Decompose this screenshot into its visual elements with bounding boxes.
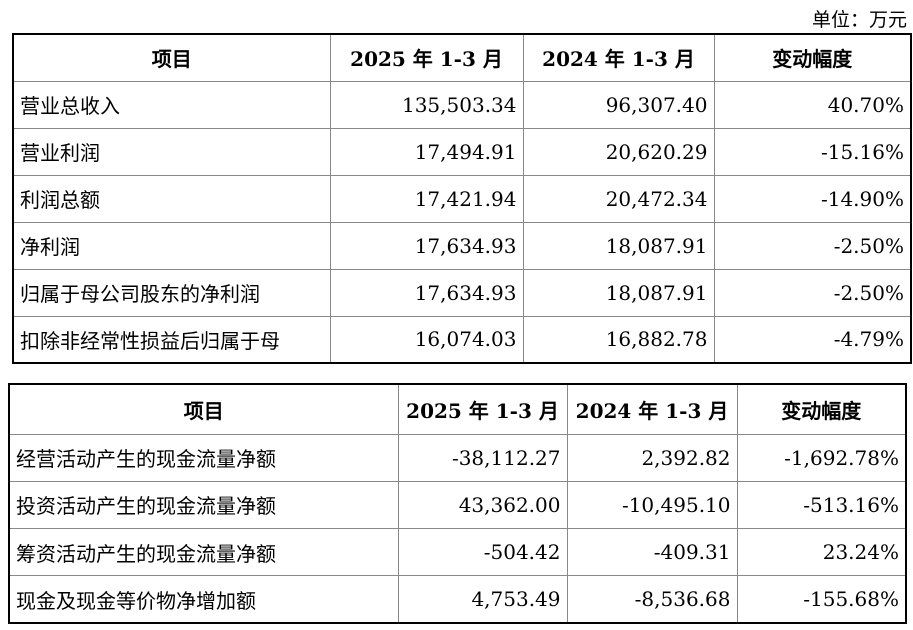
value-cell: 18,087.91 (522, 268, 715, 317)
table-row: 净利润 17,634.93 18,087.91 -2.50% (12, 221, 912, 270)
value-cell: 43,362.00 (397, 480, 568, 530)
row-label: 筹资活动产生的现金流量净额 (8, 528, 399, 577)
row-label: 现金及现金等价物净增加额 (8, 575, 399, 624)
row-label: 扣除非经常性损益后归属于母 (12, 315, 331, 364)
row-label: 归属于母公司股东的净利润 (12, 268, 331, 317)
table-row: 筹资活动产生的现金流量净额 -504.42 -409.31 23.24% (8, 528, 907, 577)
value-cell: 4,753.49 (397, 575, 568, 624)
profit-table: 项目 2025 年 1-3 月 2024 年 1-3 月变动幅度 营业总收入 135,5… (12, 33, 912, 364)
table-row: 投资活动产生的现金流量净额 43,362.00 -10,495.10 -513.16% (8, 480, 907, 530)
value-cell: -155.68% (736, 575, 907, 624)
table-row: 营业利润 17,494.91 20,620.29 -15.16% (12, 127, 912, 176)
value-cell: -513.16% (736, 480, 907, 530)
table-row: 经营活动产生的现金流量净额 -38,112.27 2,392.82 -1,692.78… (8, 433, 907, 482)
value-cell: 17,634.93 (329, 221, 524, 270)
header-row: 项目 2025 年 1-3 月 2024 年 1-3 月变动幅度 (8, 383, 907, 435)
value-cell: 17,421.94 (329, 174, 524, 223)
value-cell: 135,503.34 (329, 80, 524, 129)
value-cell: 40.70% (713, 80, 912, 129)
table-row: 归属于母公司股东的净利润 17,634.93 18,087.91 -2.50% (12, 268, 912, 317)
header-cell: 2025 年 1-3 月 (329, 33, 524, 82)
value-cell: 2,392.82 (566, 433, 738, 482)
header-row: 项目 2025 年 1-3 月 2024 年 1-3 月变动幅度 (12, 33, 912, 82)
value-cell: 96,307.40 (522, 80, 715, 129)
value-cell: -10,495.10 (566, 480, 738, 530)
header-cell: 2024 年 1-3 月 (566, 383, 738, 435)
value-cell: 20,620.29 (522, 127, 715, 176)
value-cell: 16,882.78 (522, 315, 715, 364)
value-cell: -2.50% (713, 221, 912, 270)
value-cell: -15.16% (713, 127, 912, 176)
value-cell: -38,112.27 (397, 433, 568, 482)
row-label: 经营活动产生的现金流量净额 (8, 433, 399, 482)
row-label: 营业总收入 (12, 80, 331, 129)
row-label: 营业利润 (12, 127, 331, 176)
table-row: 扣除非经常性损益后归属于母 16,074.03 16,882.78 -4.79% (12, 315, 912, 364)
row-label: 投资活动产生的现金流量净额 (8, 480, 399, 530)
value-cell: 18,087.91 (522, 221, 715, 270)
unit-label: 单位：万元 (811, 9, 907, 31)
header-cell: 2024 年 1-3 月 (522, 33, 715, 82)
value-cell: -8,536.68 (566, 575, 738, 624)
row-label: 利润总额 (12, 174, 331, 223)
table-row: 现金及现金等价物净增加额 4,753.49 -8,536.68 -155.68% (8, 575, 907, 624)
value-cell: -1,692.78% (736, 433, 907, 482)
value-cell: -409.31 (566, 528, 738, 577)
value-cell: 17,494.91 (329, 127, 524, 176)
row-label: 净利润 (12, 221, 331, 270)
header-cell: 项目 (8, 383, 399, 435)
header-cell: 变动幅度 (713, 33, 912, 82)
table-row: 利润总额 17,421.94 20,472.34 -14.90% (12, 174, 912, 223)
value-cell: -4.79% (713, 315, 912, 364)
header-cell: 2025 年 1-3 月 (397, 383, 568, 435)
value-cell: -504.42 (397, 528, 568, 577)
value-cell: 17,634.93 (329, 268, 524, 317)
header-cell: 项目 (12, 33, 331, 82)
cashflow-table: 项目 2025 年 1-3 月 2024 年 1-3 月变动幅度 经营活动产生的现金流… (8, 383, 907, 625)
value-cell: 23.24% (736, 528, 907, 577)
value-cell: -2.50% (713, 268, 912, 317)
header-cell: 变动幅度 (736, 383, 907, 435)
table-row: 营业总收入 135,503.34 96,307.40 40.70% (12, 80, 912, 129)
value-cell: 20,472.34 (522, 174, 715, 223)
value-cell: 16,074.03 (329, 315, 524, 364)
value-cell: -14.90% (713, 174, 912, 223)
